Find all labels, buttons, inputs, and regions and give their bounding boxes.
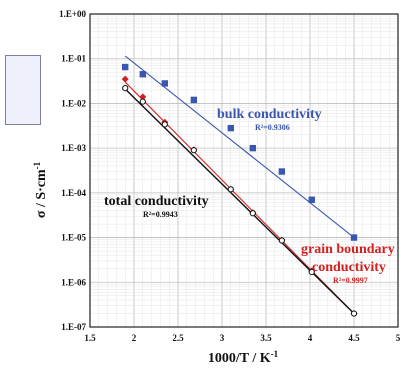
y-tick-label: 1.E-03 [61,143,86,153]
total-point [122,85,129,92]
y-axis-label: σ / S·cm-1 [32,161,49,218]
total-point [227,186,234,193]
total-point [161,121,168,128]
x-tick-label: 2 [132,333,137,343]
x-axis-label: 1000/T / K-1 [208,349,279,366]
bulk-point [278,168,286,175]
total-point [308,268,315,276]
total-r2: R²=0.9943 [143,210,178,219]
bulk-point [227,124,234,132]
y-tick-label: 1.E-04 [61,188,86,198]
x-tick-label: 1.5 [84,333,96,343]
bulk-label: bulk conductivity [217,107,322,122]
bulk-point [139,71,146,78]
total-point [278,237,285,244]
total-point [190,147,197,154]
bulk-point [308,196,315,203]
grain-r2: R²=0.9997 [333,276,368,285]
bulk-point [190,96,198,104]
y-tick-label: 1.E-07 [61,322,86,332]
x-tick-label: 4 [308,333,313,343]
x-tick-label: 3.5 [260,333,272,343]
total-label: total conductivity [104,194,209,209]
grain-label-line1: grain boundary [301,242,395,257]
y-tick-label: 1.E-01 [61,54,86,64]
total-point [139,98,146,105]
data-points [121,63,358,318]
y-tick-label: 1.E-05 [61,233,86,243]
y-tick-label: 1.E+00 [59,9,86,19]
bulk-r2: R²=0.9306 [255,123,290,132]
bulk-point [249,144,256,152]
total-point [350,310,358,317]
legend-box [5,55,41,125]
y-tick-label: 1.E-02 [61,98,86,108]
bulk-point [350,234,358,241]
bulk-point [122,63,129,71]
y-tick-label: 1.E-06 [61,277,86,287]
grain-boundary-point [139,93,147,101]
x-tick-label: 5 [396,333,401,343]
tick-labels: 1.5 2 2.5 3 3.5 4 4.5 5 1.E+00 1.E-01 1.E-02 1.E-03… [59,9,401,343]
total-point [249,210,256,217]
bulk-point [161,80,168,87]
x-tick-label: 4.5 [348,333,360,343]
x-tick-label: 2.5 [172,333,184,343]
plot-frame [89,13,399,328]
x-tick-label: 3 [220,333,225,343]
grain-label-line2: conductivity [312,260,386,275]
grain-boundary-point [121,75,129,83]
